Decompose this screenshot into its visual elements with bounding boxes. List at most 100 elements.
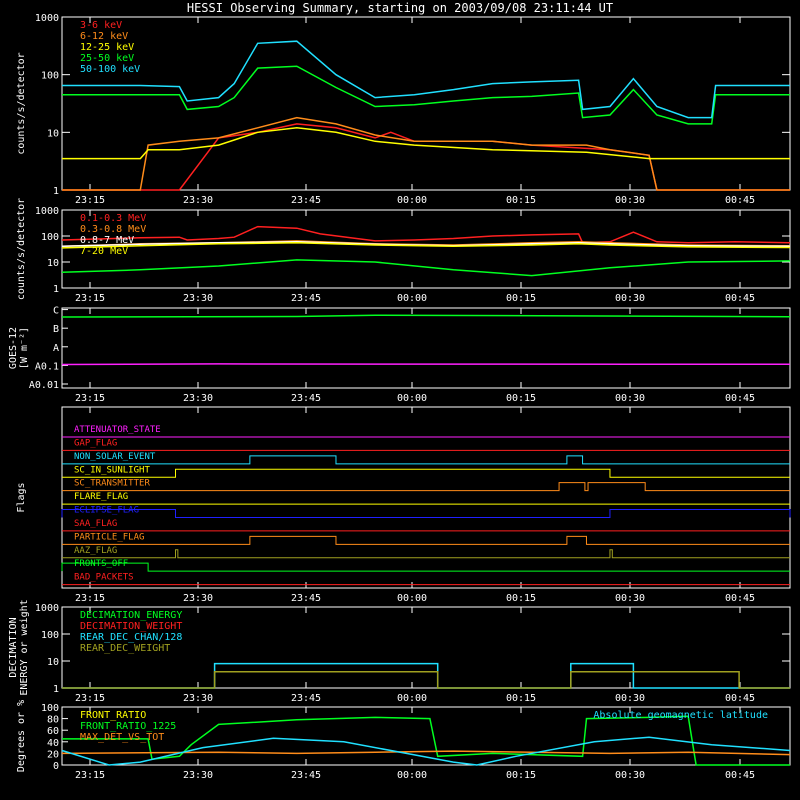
x-tick-label: 23:45 — [291, 593, 321, 604]
y-tick-label: C — [53, 306, 59, 317]
series-line — [62, 751, 790, 755]
x-tick-label: 00:30 — [615, 393, 645, 404]
y-tick-label: A — [53, 343, 59, 354]
y-tick-label: 1000 — [35, 13, 59, 24]
y-axis-label-2: ENERGY or weight — [19, 599, 30, 695]
y-tick-label: 60 — [47, 726, 59, 737]
x-tick-label: 23:30 — [183, 293, 213, 304]
flag-line — [62, 550, 790, 558]
y-axis-label: counts/s/detector — [16, 52, 27, 154]
panel-flags — [62, 407, 790, 588]
x-tick-label: 23:45 — [291, 393, 321, 404]
x-tick-label: 23:15 — [75, 593, 105, 604]
flag-label: GAP_FLAG — [74, 438, 117, 448]
series-line — [62, 315, 790, 317]
x-tick-label: 00:15 — [506, 770, 536, 781]
flag-line — [62, 483, 790, 491]
x-tick-label: 23:15 — [75, 770, 105, 781]
y-axis-label: Degrees or % — [16, 700, 27, 772]
x-tick-label: 00:30 — [615, 293, 645, 304]
x-tick-label: 00:15 — [506, 195, 536, 206]
x-tick-label: 00:15 — [506, 293, 536, 304]
x-tick-label: 00:00 — [397, 195, 427, 206]
y-tick-label: A0.1 — [35, 361, 59, 372]
panel-frame-flags — [62, 407, 790, 588]
x-tick-label: 00:45 — [725, 293, 755, 304]
flag-line — [62, 469, 790, 477]
x-tick-label: 23:45 — [291, 293, 321, 304]
y-axis-label: DECIMATION — [8, 617, 19, 677]
legend-entry: DECIMATION_WEIGHT — [80, 621, 182, 632]
legend-entry: DECIMATION_ENERGY — [80, 610, 182, 621]
series-line — [62, 227, 790, 243]
y-tick-label: 1 — [53, 284, 59, 295]
flag-line — [62, 536, 790, 544]
y-tick-label: A0.01 — [29, 380, 59, 391]
y-tick-label: 100 — [41, 630, 59, 641]
flag-label: SC_IN_SUNLIGHT — [74, 465, 150, 475]
y-tick-label: 80 — [47, 715, 59, 726]
x-tick-label: 23:30 — [183, 393, 213, 404]
x-tick-label: 23:30 — [183, 593, 213, 604]
series-line — [62, 260, 790, 276]
x-tick-label: 00:45 — [725, 393, 755, 404]
y-tick-label: 1000 — [35, 206, 59, 217]
x-tick-label: 23:15 — [75, 693, 105, 704]
series-line — [62, 41, 790, 117]
x-tick-label: 00:15 — [506, 693, 536, 704]
panel-goes — [62, 308, 790, 388]
flag-line — [62, 456, 790, 464]
y-tick-label: 10 — [47, 657, 59, 668]
x-tick-label: 00:30 — [615, 195, 645, 206]
legend-entry: 3-6 keV — [80, 20, 122, 31]
flag-label: BAD_PACKETS — [74, 573, 134, 583]
panel-xray_lo — [62, 17, 790, 190]
x-tick-label: 23:30 — [183, 770, 213, 781]
x-tick-label: 23:45 — [291, 195, 321, 206]
y-tick-label: 100 — [41, 71, 59, 82]
series-line — [62, 364, 790, 365]
x-tick-label: 00:00 — [397, 693, 427, 704]
legend-entry: 50-100 keV — [80, 64, 140, 75]
flag-label: ATTENUATOR_STATE — [74, 425, 161, 435]
x-tick-label: 00:15 — [506, 393, 536, 404]
flag-label: SC_TRANSMITTER — [74, 479, 150, 489]
flag-label: NON_SOLAR_EVENT — [74, 452, 156, 462]
y-axis-label: counts/s/detector — [16, 198, 27, 300]
flag-label: PARTICLE_FLAG — [74, 532, 144, 542]
panel-frame-goes — [62, 308, 790, 388]
legend-entry: FRONT_RATIO — [80, 710, 146, 721]
flag-line — [62, 563, 790, 571]
y-tick-label: 10 — [47, 258, 59, 269]
y-axis-label-2: [W m⁻²] — [19, 327, 30, 369]
panel-xray_hi — [62, 210, 790, 288]
flag-label: FLARE_FLAG — [74, 492, 128, 502]
flag-label: FRONTS_OFF — [74, 559, 128, 569]
y-tick-label: 1 — [53, 684, 59, 695]
legend-entry: 25-50 keV — [80, 53, 134, 64]
y-tick-label: 100 — [41, 703, 59, 714]
x-tick-label: 00:45 — [725, 593, 755, 604]
x-tick-label: 00:00 — [397, 770, 427, 781]
x-tick-label: 00:30 — [615, 770, 645, 781]
legend-entry: 12-25 keV — [80, 42, 134, 53]
x-tick-label: 00:30 — [615, 693, 645, 704]
series-line — [62, 672, 790, 688]
flag-label: ECLIPSE_FLAG — [74, 506, 139, 516]
series-line — [62, 664, 790, 688]
y-tick-label: 10 — [47, 128, 59, 139]
y-axis-label: Flags — [16, 482, 27, 512]
x-tick-label: 00:00 — [397, 393, 427, 404]
legend-entry: REAR_DEC_WEIGHT — [80, 643, 170, 654]
y-tick-label: 20 — [47, 749, 59, 760]
series-line — [62, 118, 790, 190]
x-tick-label: 00:45 — [725, 770, 755, 781]
legend-entry: 0.1-0.3 MeV — [80, 213, 146, 224]
x-tick-label: 23:15 — [75, 393, 105, 404]
legend-entry: 6-12 keV — [80, 31, 128, 42]
series-line — [62, 124, 790, 190]
y-axis-label: GOES-12 — [8, 327, 19, 369]
legend-entry: 0.8-7 MeV — [80, 235, 134, 246]
x-tick-label: 00:15 — [506, 593, 536, 604]
